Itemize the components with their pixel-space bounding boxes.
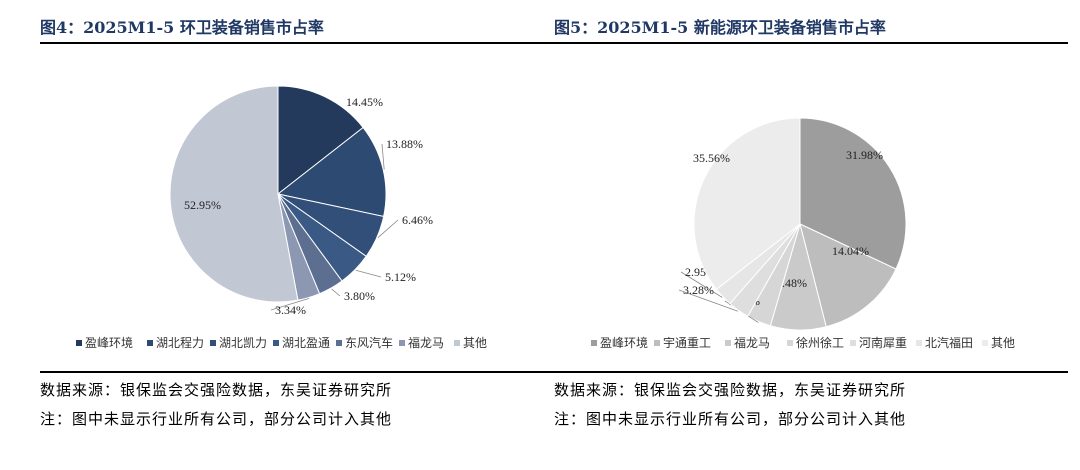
legend-item: 河南犀重	[850, 335, 907, 350]
legend-label: 福龙马	[734, 335, 770, 350]
legend-item: 湖北程力	[147, 335, 204, 350]
remark-note: 注：图中未显示行业所有公司，部分公司计入其他	[40, 410, 393, 428]
slice-value-label: 6.46%	[402, 213, 433, 227]
legend-label: 其他	[991, 336, 1015, 350]
slice-value-label: 5.12%	[385, 270, 416, 284]
pie-slice	[799, 117, 907, 270]
chart-title: 图4：2025M1-5 环卫装备销售市占率	[40, 18, 324, 37]
pie-chart: 14.45% 13.88% 6.46% 5.12% 3.80% 3.34% 52.95% 盈峰…	[76, 85, 487, 350]
legend-label: 北汽福田	[925, 335, 973, 350]
label-leader-line	[355, 269, 382, 278]
legend-swatch	[591, 340, 597, 346]
legend-item: 徐州徐工	[787, 335, 844, 350]
source-note: 数据来源：银保监会交强险数据，东吴证券研究所	[40, 381, 393, 399]
legend-label: 徐州徐工	[796, 335, 844, 350]
legend-swatch	[725, 340, 731, 346]
pie-slice	[169, 85, 299, 303]
pie-slice	[693, 117, 801, 291]
legend-swatch	[76, 340, 82, 346]
chart-panel-left: 图4：2025M1-5 环卫装备销售市占率 14.45% 13.88% 6.46% 5…	[40, 0, 554, 470]
legend-item: 北汽福田	[916, 335, 973, 350]
legend-item: 福龙马	[725, 335, 770, 350]
legend-swatch	[654, 340, 660, 346]
footer-rule	[40, 371, 554, 373]
legend-item: 湖北凯力	[210, 335, 267, 350]
label-leader-line	[270, 298, 310, 311]
legend-swatch	[399, 340, 405, 346]
slice-value-label: 3.34%	[275, 303, 306, 317]
label-leader-line	[678, 289, 739, 312]
legend-label: 东风汽车	[345, 335, 393, 350]
legend-swatch	[273, 340, 279, 346]
label-leader-line	[680, 271, 723, 298]
pie-slice	[799, 223, 897, 328]
legend-item: 盈峰环境	[591, 335, 648, 350]
source-note: 数据来源：银保监会交强险数据，东吴证券研究所	[554, 381, 907, 399]
legend-swatch	[982, 340, 988, 346]
legend-swatch	[336, 340, 342, 346]
legend-item: 福龙马	[399, 335, 444, 350]
legend-swatch	[147, 340, 153, 346]
slice-value-label: 14.45%	[346, 95, 383, 109]
legend-item: 盈峰环境	[76, 335, 133, 350]
legend-item: 其他	[982, 336, 1015, 350]
slice-value-label: 52.95%	[184, 198, 221, 212]
legend-item: 湖北盈通	[273, 335, 330, 350]
legend-label: 湖北盈通	[282, 335, 330, 350]
label-leader-line	[381, 143, 385, 170]
slice-value-label: 3.28%	[683, 283, 714, 297]
title-rule	[554, 42, 1068, 44]
legend-swatch	[916, 340, 922, 346]
legend-label: 其他	[463, 336, 487, 350]
legend-item: 东风汽车	[336, 335, 393, 350]
legend-swatch	[454, 340, 460, 346]
remark-note: 注：图中未显示行业所有公司，部分公司计入其他	[554, 410, 907, 428]
legend-label: 盈峰环境	[600, 335, 648, 350]
chart-panel-right: 图5：2025M1-5 新能源环卫装备销售市占率 31.98% 14.04% 8.4…	[554, 0, 1068, 470]
legend-swatch	[210, 340, 216, 346]
legend-label: 宇通重工	[663, 336, 711, 350]
pie-slice	[276, 126, 387, 218]
legend-label: 河南犀重	[859, 335, 907, 350]
slice-value-label: 35.56%	[693, 151, 730, 165]
chart-title: 图5：2025M1-5 新能源环卫装备销售市占率	[554, 18, 886, 37]
legend-label: 湖北程力	[156, 335, 204, 350]
slice-value-label: 14.04%	[832, 244, 869, 258]
legend-item: 其他	[454, 336, 487, 350]
slice-value-label: 13.88%	[386, 137, 423, 151]
pie-chart: 31.98%14.04%8.48%3.70%3.28%2.95%35.56%盈峰…	[591, 117, 1015, 350]
legend-label: 福龙马	[408, 335, 444, 350]
slice-value-label: 3.80%	[344, 289, 375, 303]
legend-item: 宇通重工	[654, 336, 711, 350]
label-leader-line	[377, 219, 399, 239]
legend-swatch	[787, 340, 793, 346]
title-rule	[40, 42, 554, 44]
footer-rule	[554, 371, 1068, 373]
label-leader-line	[331, 288, 341, 297]
pie-slice	[277, 85, 364, 196]
legend-label: 盈峰环境	[85, 335, 133, 350]
slice-value-label: 31.98%	[846, 148, 883, 162]
legend-label: 湖北凯力	[219, 335, 267, 350]
legend-swatch	[850, 340, 856, 346]
